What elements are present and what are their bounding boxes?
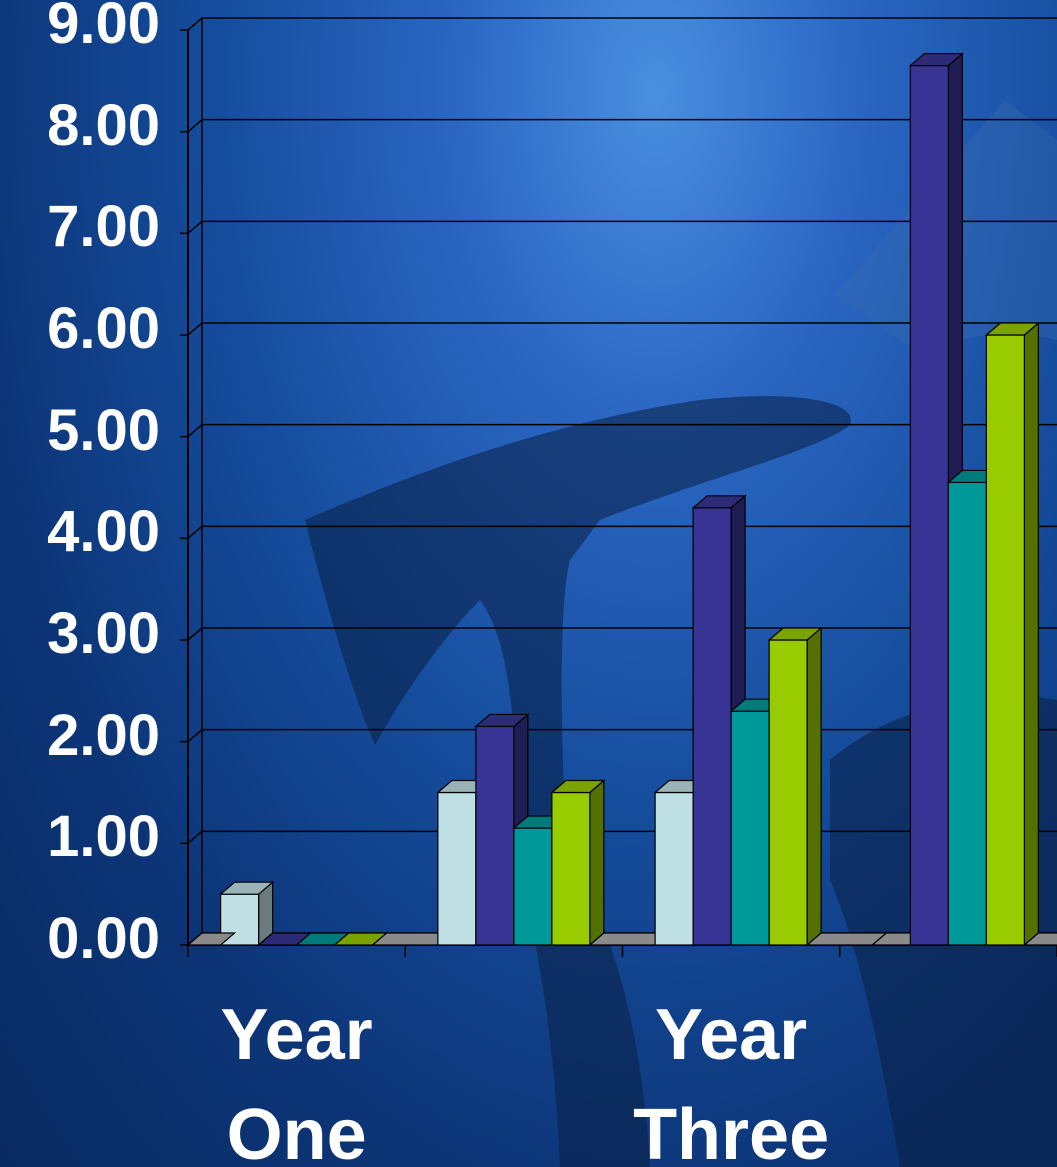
bar-front-face (985, 334, 1025, 946)
floor-segment (1022, 932, 1057, 946)
bar-side-face (1023, 321, 1039, 947)
bar-top-face (908, 52, 964, 67)
floor-top-face (186, 932, 237, 946)
gridline-depth (187, 119, 203, 133)
bar-top-face (550, 779, 606, 794)
bar-front-face (513, 827, 553, 946)
bar-front-face (551, 791, 591, 946)
x-category-label: Year (220, 995, 373, 1075)
bar-front-face (947, 481, 987, 946)
y-tick-label: 7.00 (47, 194, 160, 260)
bar-top-face (984, 322, 1040, 336)
y-tick-label: 0.00 (47, 906, 160, 971)
y-tick-label: 9.00 (47, 0, 160, 56)
x-category-label: One (226, 1095, 367, 1167)
gridline-depth (187, 220, 203, 234)
gridline-depth (187, 525, 203, 539)
bar-front-face (730, 710, 770, 946)
y-tick-label: 1.00 (47, 804, 160, 870)
bar (550, 779, 606, 947)
y-tick-label: 8.00 (47, 92, 160, 158)
y-tick-label: 2.00 (47, 702, 160, 768)
bar (984, 321, 1040, 947)
y-tick-label: 4.00 (47, 499, 160, 565)
x-category-label: Three (633, 1095, 830, 1167)
bar-side-face (589, 779, 605, 947)
gridline-depth (187, 322, 203, 336)
gridline-depth (187, 17, 203, 31)
bar-top-face (474, 713, 530, 728)
bar-top-face (219, 881, 275, 895)
bar-side-face (806, 626, 822, 947)
y-tick-label: 5.00 (47, 397, 160, 463)
y-tick-label: 6.00 (47, 296, 160, 361)
bar-front-face (909, 64, 949, 946)
bar-top-face (691, 495, 747, 509)
gridline-depth (187, 627, 203, 641)
bars-group (186, 52, 1057, 947)
gridline-depth (187, 424, 203, 438)
gridline-depth (187, 729, 203, 743)
bar (767, 626, 823, 947)
gridline-depth (187, 830, 203, 844)
bar-top-face (767, 627, 823, 641)
floor-segment (186, 932, 237, 946)
bar-front-face (654, 791, 694, 946)
bar-front-face (475, 725, 515, 946)
bar-front-face (692, 507, 732, 946)
x-category-label: Year (655, 995, 808, 1075)
y-tick-label: 3.00 (47, 601, 160, 666)
floor-top-face (1022, 932, 1057, 946)
bar-front-face (768, 639, 808, 946)
bar-front-face (437, 791, 477, 946)
